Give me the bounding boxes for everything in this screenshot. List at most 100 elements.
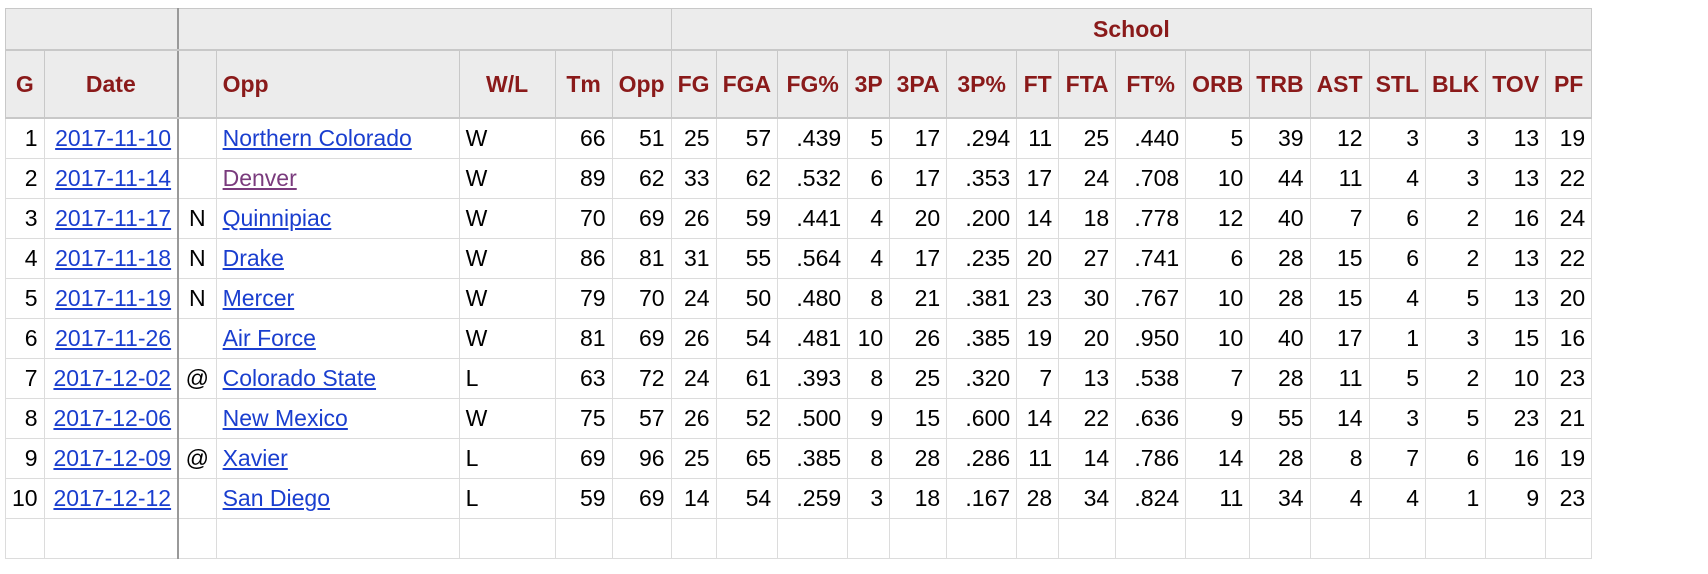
opponent-link[interactable]: Northern Colorado [222, 125, 412, 151]
opponent-link[interactable]: Quinnipiac [222, 205, 332, 231]
date-link[interactable]: 2017-11-19 [55, 285, 172, 311]
cell-3p: 8 [847, 278, 891, 319]
table-row: 1 2017-11-10 Northern Colorado W 66 51 25 57.43… [5, 117, 1593, 159]
empty-cell [1545, 518, 1593, 559]
cell-date: 2017-11-10 [43, 117, 180, 159]
cell-ft: 14 [1016, 398, 1060, 439]
col-header-ft[interactable]: FT [1016, 49, 1060, 119]
date-link[interactable]: 2017-11-17 [55, 205, 172, 231]
cell-blk: 2 [1425, 198, 1487, 239]
cell-stl: 4 [1368, 478, 1427, 519]
empty-cell [715, 518, 779, 559]
col-header-location[interactable] [177, 49, 217, 119]
opponent-link[interactable]: Denver [222, 165, 297, 191]
cell-date: 2017-11-19 [43, 278, 180, 319]
col-header-tm[interactable]: Tm [554, 49, 613, 119]
opponent-link[interactable]: San Diego [222, 485, 331, 511]
date-link[interactable]: 2017-11-10 [55, 125, 172, 151]
col-header-opp[interactable]: Opp [215, 49, 460, 119]
cell-opponent: San Diego [215, 478, 460, 519]
cell-ast: 15 [1309, 278, 1370, 319]
cell-trb: 55 [1249, 398, 1311, 439]
date-link[interactable]: 2017-12-12 [53, 485, 172, 511]
col-header-fga[interactable]: FGA [715, 49, 779, 119]
col-header-opp-pts[interactable]: Opp [611, 49, 672, 119]
cell-fg-pct: .480 [777, 278, 849, 319]
cell-fta: 14 [1058, 438, 1117, 479]
cell-fg: 33 [670, 158, 717, 199]
cell-pf: 22 [1545, 158, 1593, 199]
col-header-3p[interactable]: 3P [847, 49, 891, 119]
cell-game-number: 3 [5, 198, 45, 239]
date-link[interactable]: 2017-11-26 [55, 325, 172, 351]
cell-opp-points: 96 [611, 438, 672, 479]
cell-fg-pct: .439 [777, 117, 849, 159]
col-header-ft-pct[interactable]: FT% [1115, 49, 1187, 119]
cell-location: N [177, 238, 217, 279]
cell-pf: 22 [1545, 238, 1593, 279]
cell-location [177, 158, 217, 199]
opponent-link[interactable]: Xavier [222, 445, 288, 471]
cell-3p-pct: .286 [946, 438, 1018, 479]
cell-tov: 16 [1485, 438, 1547, 479]
cell-team-points: 66 [554, 117, 613, 159]
cell-3p: 10 [847, 318, 891, 359]
cell-tov: 13 [1485, 158, 1547, 199]
cell-ft-pct: .708 [1115, 158, 1187, 199]
column-header-row: G Date Opp W/L Tm Opp FG FGA FG% 3P 3PA … [5, 49, 1593, 119]
date-link[interactable]: 2017-12-06 [53, 405, 172, 431]
cell-3pa: 17 [889, 117, 948, 159]
cell-trb: 40 [1249, 198, 1311, 239]
over-header-blank-1 [5, 8, 180, 51]
col-header-fta[interactable]: FTA [1058, 49, 1117, 119]
cell-opp-points: 69 [611, 318, 672, 359]
col-header-ast[interactable]: AST [1309, 49, 1370, 119]
col-header-stl[interactable]: STL [1368, 49, 1427, 119]
col-header-wl[interactable]: W/L [458, 49, 556, 119]
cell-result: W [458, 398, 556, 439]
cell-3p-pct: .600 [946, 398, 1018, 439]
col-header-fg[interactable]: FG [670, 49, 717, 119]
cell-date: 2017-12-09 [43, 438, 180, 479]
empty-cell [670, 518, 717, 559]
cell-trb: 39 [1249, 117, 1311, 159]
cell-pf: 24 [1545, 198, 1593, 239]
col-header-tov[interactable]: TOV [1485, 49, 1547, 119]
opponent-link[interactable]: New Mexico [222, 405, 348, 431]
opponent-link[interactable]: Drake [222, 245, 284, 271]
cell-3pa: 25 [889, 358, 948, 399]
cell-3p-pct: .353 [946, 158, 1018, 199]
cell-ft-pct: .741 [1115, 238, 1187, 279]
table-row: 5 2017-11-19 N Mercer W 79 70 24 50.480 8 21.381 23… [5, 278, 1593, 319]
col-header-3pa[interactable]: 3PA [889, 49, 948, 119]
cell-fta: 18 [1058, 198, 1117, 239]
cell-3pa: 20 [889, 198, 948, 239]
cell-stl: 3 [1368, 117, 1427, 159]
cell-3p: 4 [847, 238, 891, 279]
opponent-link[interactable]: Air Force [222, 325, 316, 351]
date-link[interactable]: 2017-11-18 [55, 245, 172, 271]
cell-ft-pct: .440 [1115, 117, 1187, 159]
col-header-trb[interactable]: TRB [1249, 49, 1311, 119]
opponent-link[interactable]: Mercer [222, 285, 295, 311]
col-header-blk[interactable]: BLK [1425, 49, 1487, 119]
col-header-g[interactable]: G [5, 49, 45, 119]
cell-3p: 8 [847, 358, 891, 399]
date-link[interactable]: 2017-11-14 [55, 165, 172, 191]
col-header-3p-pct[interactable]: 3P% [946, 49, 1018, 119]
cell-fg-pct: .393 [777, 358, 849, 399]
opponent-link[interactable]: Colorado State [222, 365, 377, 391]
date-link[interactable]: 2017-12-09 [53, 445, 172, 471]
col-header-date[interactable]: Date [43, 49, 180, 119]
cell-location: N [177, 278, 217, 319]
date-link[interactable]: 2017-12-02 [53, 365, 172, 391]
cell-result: W [458, 278, 556, 319]
col-header-fg-pct[interactable]: FG% [777, 49, 849, 119]
col-header-orb[interactable]: ORB [1185, 49, 1251, 119]
cell-location [177, 398, 217, 439]
empty-cell [1058, 518, 1117, 559]
cell-ast: 14 [1309, 398, 1370, 439]
cell-ft-pct: .767 [1115, 278, 1187, 319]
cell-result: L [458, 478, 556, 519]
col-header-pf[interactable]: PF [1545, 49, 1593, 119]
